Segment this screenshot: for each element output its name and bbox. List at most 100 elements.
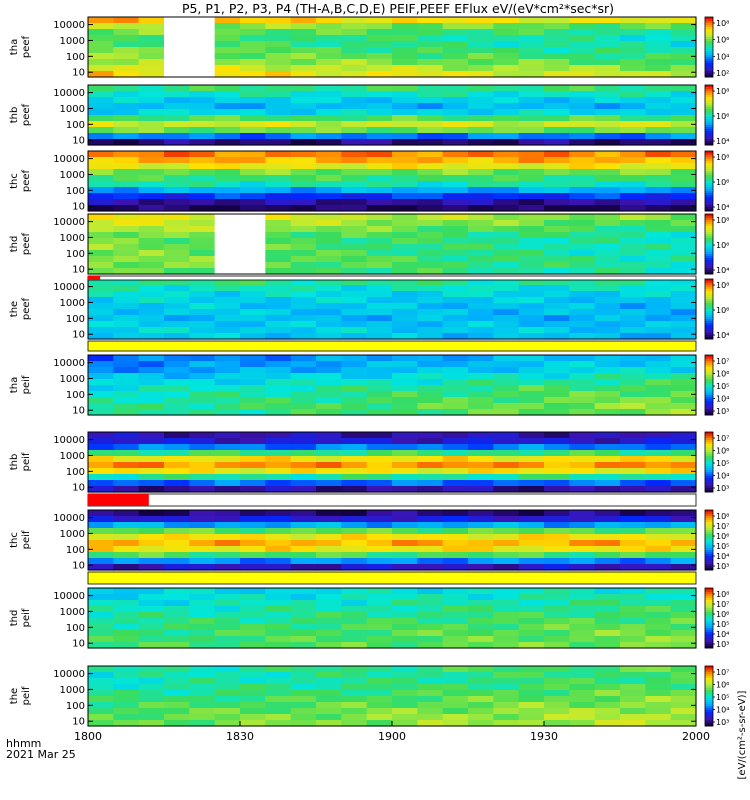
heatmap-cell	[113, 444, 140, 451]
heatmap-cell	[138, 397, 165, 404]
heatmap-cell	[164, 115, 190, 122]
heatmap-cell	[670, 169, 697, 176]
heatmap-cell	[620, 315, 646, 322]
heatmap-cell	[189, 214, 216, 221]
heatmap-cell	[341, 714, 368, 721]
heatmap-cell	[316, 97, 342, 104]
heatmap-cell	[316, 666, 342, 673]
colorbar-segment	[705, 610, 713, 613]
heatmap-cell	[569, 480, 596, 487]
heatmap-cell	[265, 594, 292, 601]
heatmap-cell	[468, 606, 494, 613]
heatmap-cell	[670, 456, 697, 463]
heatmap-cell	[164, 594, 190, 601]
heatmap-cell	[265, 297, 292, 304]
heatmap-cell	[290, 397, 317, 404]
heatmap-cell	[594, 262, 621, 269]
heatmap-cell	[670, 327, 697, 334]
heatmap-cell	[88, 480, 114, 487]
heatmap-cell	[341, 17, 368, 24]
heatmap-cell	[442, 205, 469, 212]
heatmap-cell	[341, 624, 368, 631]
heatmap-cell	[417, 103, 444, 110]
colorbar-segment	[705, 614, 713, 617]
heatmap-cell	[189, 47, 216, 54]
heatmap-cell	[189, 642, 216, 649]
heatmap-cell	[265, 540, 292, 547]
heatmap-cell	[594, 65, 621, 72]
heatmap-cell	[240, 29, 266, 36]
heatmap-cell	[518, 510, 545, 517]
colorbar-tick-label: 10³	[716, 407, 729, 416]
heatmap-cell	[594, 157, 621, 164]
heatmap-cell	[670, 486, 697, 493]
heatmap-cell	[620, 47, 646, 54]
heatmap-cell	[88, 540, 114, 547]
heatmap-cell	[316, 510, 342, 517]
heatmap-cell	[290, 708, 317, 715]
heatmap-cell	[290, 714, 317, 721]
heatmap-cell	[290, 684, 317, 691]
heatmap-cell	[290, 103, 317, 110]
heatmap-cell	[113, 546, 140, 553]
heatmap-cell	[468, 115, 494, 122]
heatmap-cell	[468, 367, 494, 374]
heatmap-cell	[316, 438, 342, 445]
colorbar-segment	[705, 638, 713, 641]
x-axis-label-hhmm: hhmm	[6, 737, 41, 750]
heatmap-cell	[594, 636, 621, 643]
heatmap-cell	[392, 558, 418, 565]
heatmap-cell	[544, 379, 570, 386]
heatmap-cell	[240, 309, 266, 316]
heatmap-cell	[290, 678, 317, 685]
heatmap-cell	[594, 720, 621, 727]
heatmap-cell	[645, 17, 672, 24]
heatmap-cell	[366, 333, 393, 340]
heatmap-cell	[189, 600, 216, 607]
colorbar-segment	[705, 29, 713, 32]
heatmap-cell	[518, 121, 545, 128]
heatmap-cell	[316, 672, 342, 679]
heatmap-cell	[240, 696, 266, 703]
heatmap-cell	[113, 696, 140, 703]
colorbar-segment	[705, 303, 713, 306]
heatmap-cell	[493, 103, 520, 110]
colorbar-frame	[704, 84, 714, 146]
heatmap-cell	[645, 666, 672, 673]
heatmap-cell	[164, 157, 190, 164]
heatmap-cell	[290, 85, 317, 92]
heatmap-cell	[594, 355, 621, 362]
heatmap-cell	[518, 409, 545, 416]
heatmap-cell	[594, 666, 621, 673]
heatmap-cell	[493, 612, 520, 619]
heatmap-cell	[240, 133, 266, 140]
heatmap-cell	[138, 139, 165, 146]
heatmap-cell	[569, 109, 596, 116]
heatmap-cell	[670, 187, 697, 194]
heatmap-cell	[569, 696, 596, 703]
heatmap-cell	[240, 540, 266, 547]
heatmap-cell	[164, 23, 190, 30]
heatmap-cell	[316, 456, 342, 463]
heatmap-cell	[518, 361, 545, 368]
heatmap-cell	[670, 47, 697, 54]
colorbar-tick-label: 10⁷	[716, 522, 729, 531]
heatmap-cell	[493, 450, 520, 457]
heatmap-cell	[189, 720, 216, 727]
heatmap-cell	[290, 702, 317, 709]
heatmap-cell	[468, 480, 494, 487]
heatmap-cell	[417, 133, 444, 140]
heatmap-cell	[316, 379, 342, 386]
heatmap-cell	[544, 618, 570, 625]
heatmap-cell	[392, 109, 418, 116]
heatmap-cell	[316, 262, 342, 269]
heatmap-cell	[113, 630, 140, 637]
heatmap-cell	[392, 684, 418, 691]
heatmap-cell	[290, 355, 317, 362]
colorbar-segment	[705, 604, 713, 607]
heatmap-cell	[544, 444, 570, 451]
heatmap-cell	[392, 720, 418, 727]
colorbar-segment	[705, 720, 713, 723]
colorbar-segment	[705, 520, 713, 523]
heatmap-cell	[620, 285, 646, 292]
